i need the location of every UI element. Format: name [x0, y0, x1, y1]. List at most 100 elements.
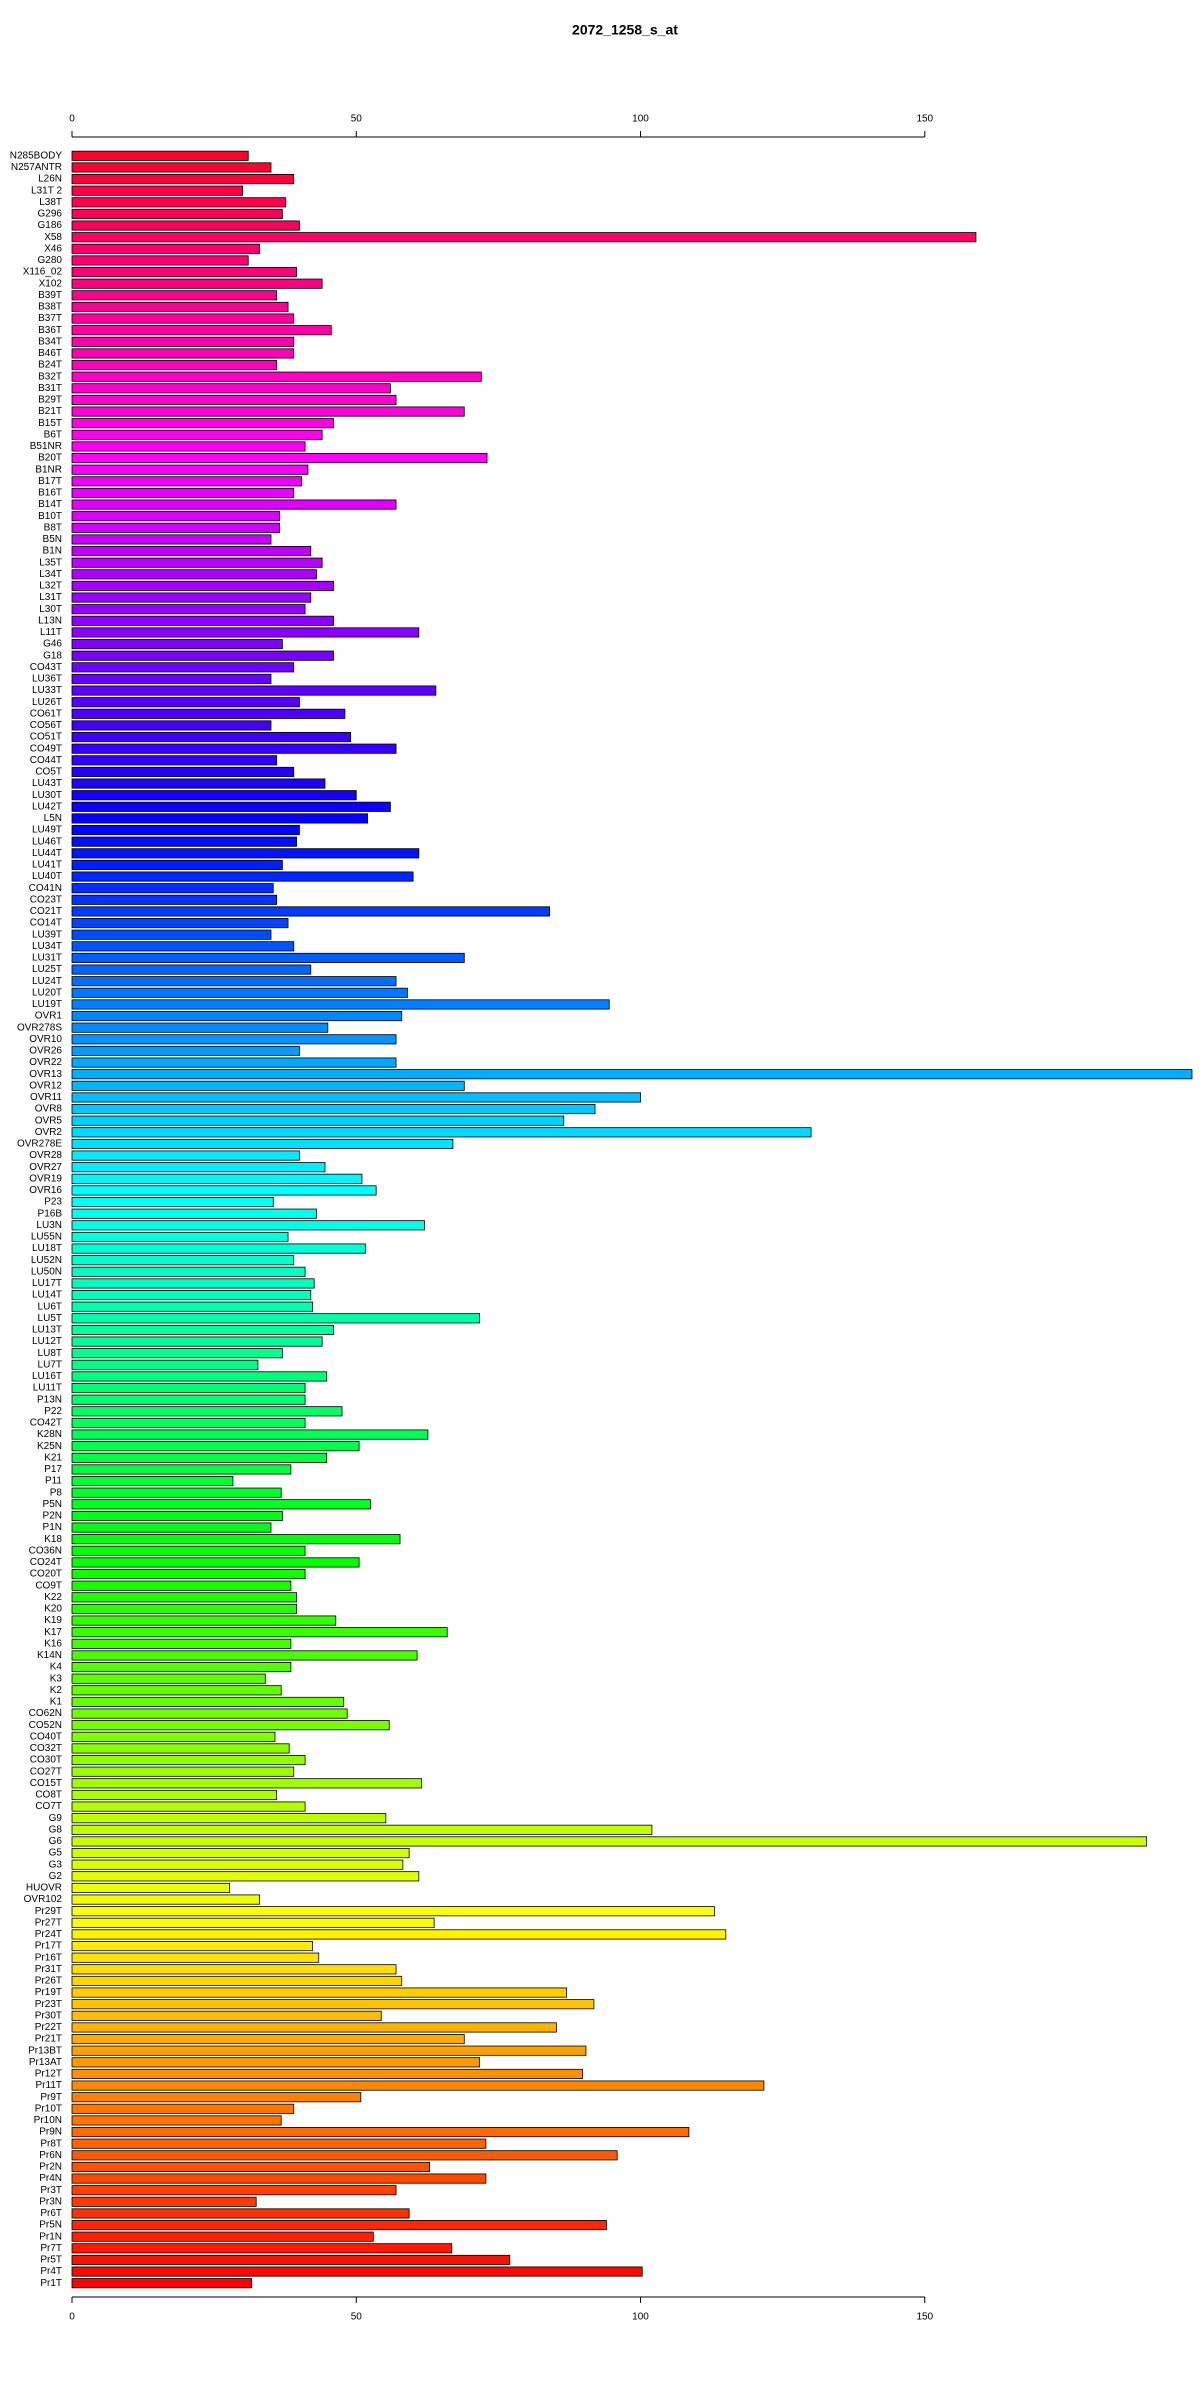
bar: [71, 1987, 568, 1998]
y-tick-label: Pr4N: [39, 2173, 62, 2184]
bar: [71, 1906, 715, 1917]
y-tick-label: LU6T: [38, 1301, 62, 1312]
bar: [71, 2161, 431, 2172]
bar: [71, 1452, 328, 1463]
bar: [71, 290, 278, 301]
bar: [71, 1766, 295, 1777]
y-tick-label: Pr30T: [35, 2010, 62, 2021]
bar: [71, 1092, 641, 1103]
bar: [71, 2231, 374, 2242]
bar: [71, 1941, 313, 1952]
bar: [71, 1813, 387, 1824]
bar: [71, 1824, 653, 1835]
bar: [71, 313, 295, 324]
y-tick-label: P11: [45, 1476, 62, 1487]
y-tick-label: LU8T: [38, 1348, 62, 1359]
bar: [71, 1603, 297, 1614]
bar: [71, 1859, 404, 1870]
bar: [71, 1964, 397, 1975]
bar: [71, 918, 289, 929]
bar: [71, 2034, 465, 2045]
y-tick-label: Pr23T: [35, 1999, 62, 2010]
y-tick-label: OVR16: [29, 1185, 62, 1196]
y-tick-label: OVR102: [24, 1894, 63, 1905]
y-tick-label: B16T: [38, 488, 62, 499]
bar: [71, 1557, 360, 1568]
bar: [71, 511, 280, 522]
bar: [71, 208, 283, 219]
bar: [71, 1383, 306, 1394]
bar: [71, 1638, 292, 1649]
y-tick-label: OVR11: [30, 1092, 62, 1103]
y-tick-label: B8T: [44, 522, 62, 533]
bar: [71, 371, 482, 382]
bar: [71, 2208, 410, 2219]
y-tick-label: OVR2: [35, 1127, 63, 1138]
bar: [71, 1673, 266, 1684]
bar: [71, 790, 357, 801]
y-tick-label: Pr1N: [39, 2231, 62, 2242]
bar: [71, 2278, 253, 2289]
y-tick-label: G3: [49, 1859, 63, 1870]
y-tick-label: LU25T: [32, 964, 62, 975]
y-tick-label: K16: [44, 1638, 62, 1649]
y-tick-label: OVR12: [29, 1080, 62, 1091]
bar: [71, 1034, 397, 1045]
y-tick-label: N257ANTR: [11, 162, 62, 173]
bar: [71, 1011, 403, 1022]
y-tick-label: CO14T: [30, 918, 62, 929]
y-tick-label: Pr9N: [39, 2127, 62, 2138]
bar: [71, 1627, 448, 1638]
bar: [71, 406, 465, 417]
bar: [71, 2138, 487, 2149]
bar: [71, 1662, 292, 1673]
bar: [71, 801, 391, 812]
y-tick-label: LU26T: [32, 697, 62, 708]
y-tick-label: P5N: [43, 1499, 62, 1510]
y-tick-label: Pr10T: [35, 2103, 62, 2114]
y-tick-label: G18: [43, 650, 62, 661]
bar: [71, 2010, 382, 2021]
bar: [71, 964, 312, 975]
y-tick-label: B15T: [38, 418, 62, 429]
y-tick-label: OVR19: [29, 1173, 62, 1184]
bar: [71, 255, 249, 266]
bar: [71, 1022, 329, 1033]
y-tick-label: LU39T: [32, 929, 62, 940]
bar: [71, 766, 295, 777]
x-tick-label: 50: [351, 2312, 363, 2323]
bar: [71, 848, 420, 859]
y-tick-label: B14T: [38, 499, 62, 510]
y-tick-label: Pr5T: [40, 2255, 62, 2266]
y-tick-label: P22: [44, 1406, 62, 1417]
y-tick-label: LU19T: [32, 999, 62, 1010]
y-tick-label: Pr3N: [39, 2196, 62, 2207]
y-tick-label: K3: [50, 1673, 63, 1684]
x-tick-label: 50: [351, 114, 363, 125]
bar: [71, 755, 278, 766]
y-tick-label: Pr27T: [35, 1917, 62, 1928]
bar: [71, 441, 306, 452]
x-tick-label: 0: [69, 2312, 75, 2323]
bar: [71, 1429, 429, 1440]
bar: [71, 1185, 377, 1196]
y-tick-label: LU7T: [38, 1359, 62, 1370]
y-tick-label: CO42T: [30, 1418, 62, 1429]
bar: [71, 1336, 323, 1347]
bar: [71, 2115, 282, 2126]
y-tick-label: OVR28: [29, 1150, 62, 1161]
bar: [71, 2068, 583, 2079]
y-tick-label: X102: [39, 278, 63, 289]
y-tick-label: CO36N: [29, 1545, 62, 1556]
y-tick-label: LU50N: [31, 1266, 62, 1277]
y-tick-label: Pr6N: [39, 2150, 62, 2161]
bar: [71, 1197, 274, 1208]
bar: [71, 941, 295, 952]
bar: [71, 743, 397, 754]
y-tick-label: CO43T: [30, 662, 62, 673]
bar: [71, 1394, 306, 1405]
bar: [71, 429, 323, 440]
bar: [71, 2254, 511, 2265]
y-tick-label: B6T: [44, 429, 62, 440]
bar: [71, 1882, 230, 1893]
